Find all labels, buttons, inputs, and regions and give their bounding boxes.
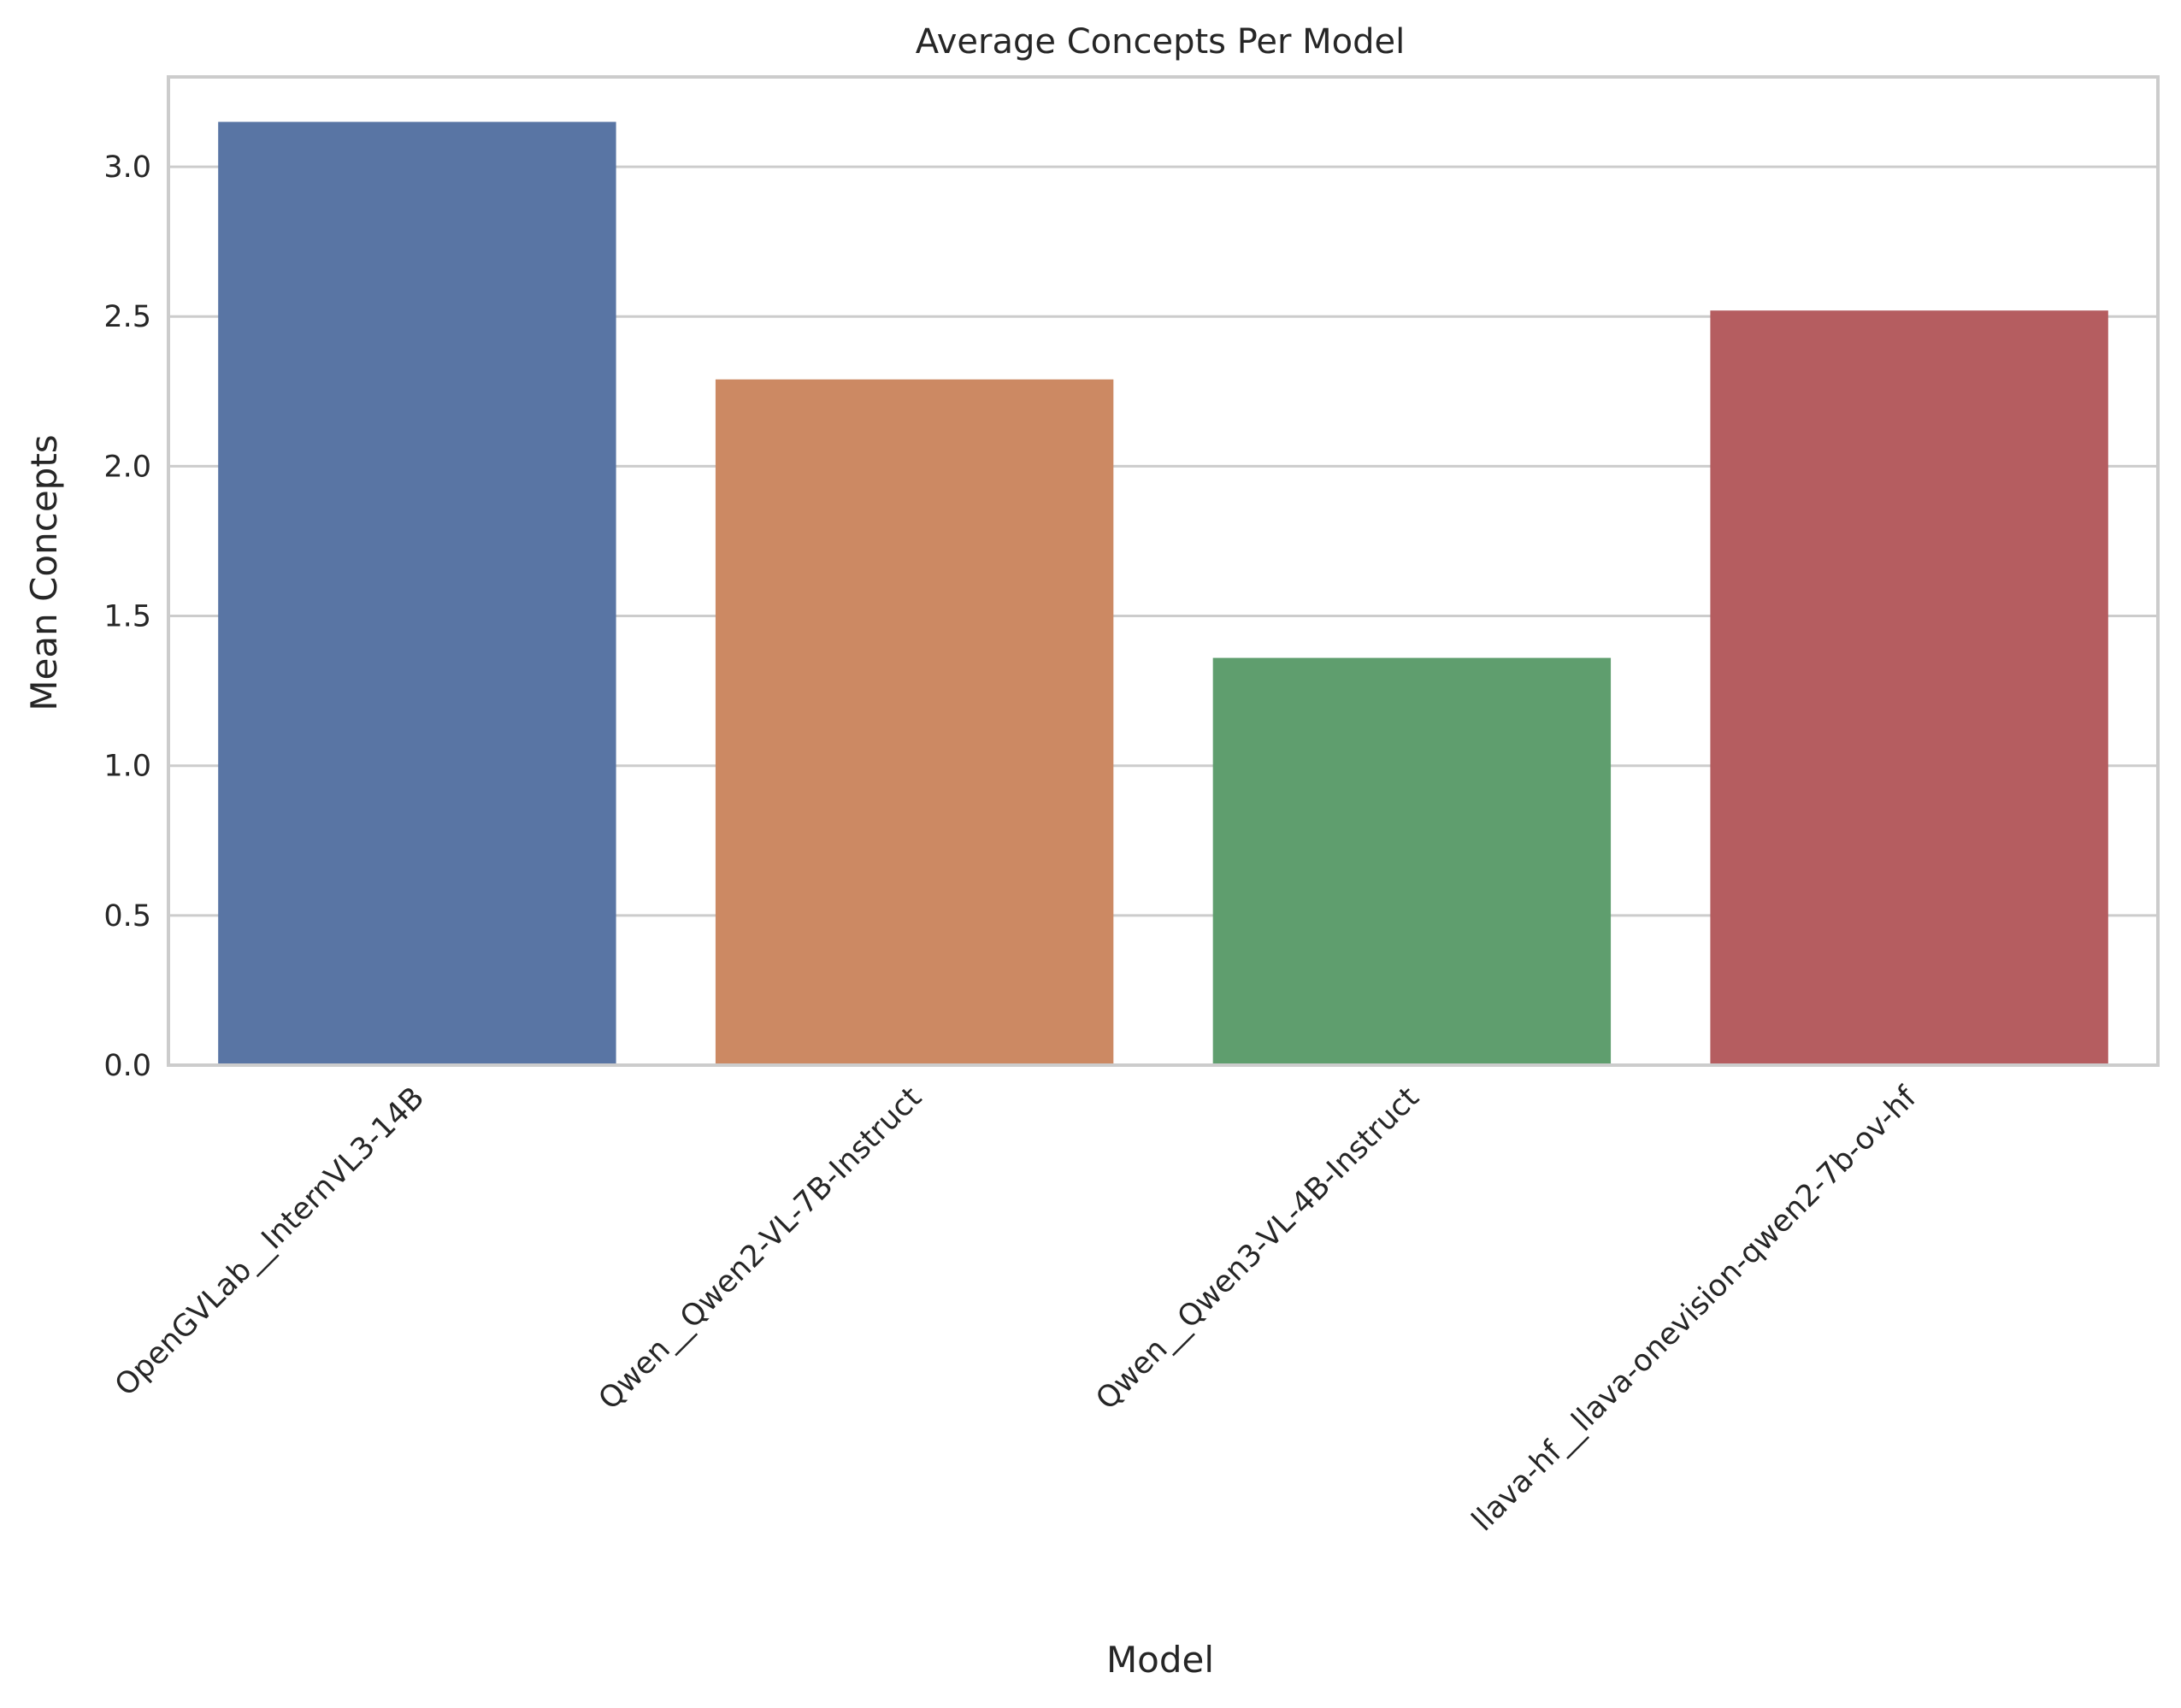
y-tick-label: 2.5 xyxy=(103,300,151,334)
y-tick-label: 1.0 xyxy=(103,750,151,784)
y-tick-label: 2.0 xyxy=(103,450,151,484)
x-tick-label: Qwen__Qwen3-VL-4B-Instruct xyxy=(1090,1081,1426,1416)
y-tick-label: 0.5 xyxy=(103,899,151,934)
x-tick-label: OpenGVLab__InternVL3-14B xyxy=(109,1081,431,1403)
y-tick-labels: 0.0 0.5 1.0 1.5 2.0 2.5 3.0 xyxy=(103,150,151,1083)
bar xyxy=(218,121,616,1066)
x-tick-label: llava-hf__llava-onevision-qwen2-7b-ov-hf xyxy=(1465,1081,1924,1539)
bars xyxy=(218,121,2108,1066)
x-tick-labels: OpenGVLab__InternVL3-14B Qwen__Qwen2-VL-7… xyxy=(109,1081,1924,1539)
bar xyxy=(1710,310,2108,1066)
x-axis-label: Model xyxy=(1106,1639,1214,1681)
plot-frame xyxy=(167,75,2160,1067)
x-tick-label: Qwen__Qwen2-VL-7B-Instruct xyxy=(592,1081,928,1416)
y-axis-label: Mean Concepts xyxy=(23,434,65,710)
y-tick-label: 0.0 xyxy=(103,1049,151,1083)
y-tick-label: 1.5 xyxy=(103,600,151,634)
bar xyxy=(715,379,1114,1066)
chart-title: Average Concepts Per Model xyxy=(916,22,1406,62)
y-tick-label: 3.0 xyxy=(103,150,151,185)
bar xyxy=(1212,657,1612,1065)
